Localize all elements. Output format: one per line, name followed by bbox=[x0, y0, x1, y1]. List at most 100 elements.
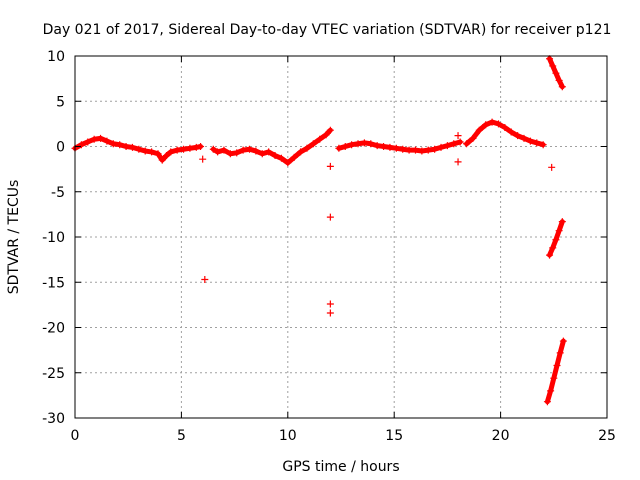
data-point bbox=[456, 138, 464, 146]
data-point bbox=[109, 140, 117, 148]
data-point bbox=[443, 142, 451, 150]
data-point bbox=[277, 154, 285, 162]
data-point bbox=[167, 148, 175, 156]
data-point bbox=[558, 218, 566, 226]
data-point bbox=[549, 62, 557, 70]
data-point bbox=[316, 135, 324, 143]
data-point bbox=[533, 139, 541, 147]
y-tick-label: 0 bbox=[56, 140, 65, 156]
data-point bbox=[163, 152, 171, 160]
data-point bbox=[116, 141, 124, 149]
data-point bbox=[226, 150, 234, 158]
x-tick-label: 5 bbox=[177, 428, 186, 444]
data-point bbox=[380, 143, 388, 150]
data-point bbox=[550, 374, 558, 382]
data-point bbox=[290, 153, 298, 161]
series-band bbox=[544, 338, 566, 405]
data-point bbox=[543, 398, 551, 406]
data-point bbox=[258, 150, 266, 158]
data-point bbox=[284, 159, 292, 167]
x-axis-label: GPS time / hours bbox=[282, 459, 399, 475]
data-point bbox=[514, 132, 522, 140]
data-point bbox=[469, 134, 477, 142]
outlier-point bbox=[548, 163, 556, 171]
data-point bbox=[186, 144, 194, 152]
data-point bbox=[348, 141, 356, 149]
y-tick-label: 10 bbox=[47, 49, 65, 65]
data-point bbox=[97, 134, 105, 142]
data-layer bbox=[71, 55, 567, 406]
data-point bbox=[488, 118, 496, 126]
outlier-point bbox=[454, 132, 462, 140]
y-tick-label: -15 bbox=[42, 275, 65, 291]
outlier-point bbox=[201, 276, 209, 284]
data-point bbox=[135, 145, 143, 153]
data-point bbox=[507, 128, 515, 136]
data-point bbox=[475, 126, 483, 134]
data-point bbox=[520, 134, 528, 142]
data-point bbox=[239, 146, 247, 154]
data-point bbox=[265, 148, 273, 156]
data-point bbox=[405, 146, 413, 154]
chart-title: Day 021 of 2017, Sidereal Day-to-day VTE… bbox=[43, 22, 612, 38]
data-point bbox=[373, 142, 381, 150]
data-point bbox=[555, 227, 563, 235]
x-tick-label: 0 bbox=[71, 428, 80, 444]
data-point bbox=[386, 143, 394, 151]
data-point bbox=[463, 140, 471, 148]
data-point bbox=[501, 123, 509, 131]
grid-layer bbox=[75, 56, 607, 418]
data-point bbox=[209, 145, 217, 153]
data-point bbox=[77, 141, 85, 149]
x-tick-label: 25 bbox=[598, 428, 616, 444]
outlier-point bbox=[326, 162, 334, 170]
data-point bbox=[192, 143, 200, 151]
data-point bbox=[141, 147, 149, 155]
data-point bbox=[553, 362, 561, 370]
data-point bbox=[354, 140, 362, 148]
y-tick-label: -5 bbox=[51, 185, 65, 201]
x-tick-label: 15 bbox=[385, 428, 403, 444]
data-point bbox=[392, 144, 400, 152]
data-point bbox=[158, 156, 166, 164]
x-tick-label: 10 bbox=[279, 428, 297, 444]
data-point bbox=[252, 147, 260, 155]
data-point bbox=[197, 143, 205, 150]
data-point bbox=[220, 146, 228, 154]
data-point bbox=[335, 144, 343, 152]
outlier-point bbox=[199, 155, 207, 163]
data-point bbox=[450, 140, 458, 148]
data-point bbox=[173, 146, 181, 154]
data-point bbox=[539, 141, 547, 149]
data-point bbox=[556, 349, 564, 357]
outlier-point bbox=[454, 158, 462, 166]
data-point bbox=[303, 144, 311, 152]
x-tick-label: 20 bbox=[492, 428, 510, 444]
data-point bbox=[309, 140, 317, 148]
data-point bbox=[424, 146, 432, 154]
data-point bbox=[122, 143, 130, 150]
data-point bbox=[482, 121, 490, 129]
outlier-point bbox=[326, 300, 334, 308]
data-point bbox=[322, 131, 330, 139]
data-point bbox=[245, 145, 253, 153]
data-point bbox=[341, 143, 349, 150]
data-point bbox=[431, 145, 439, 153]
data-point bbox=[326, 126, 334, 134]
data-point bbox=[233, 149, 241, 157]
outlier-point bbox=[326, 213, 334, 221]
data-point bbox=[552, 236, 560, 244]
data-point bbox=[399, 145, 407, 153]
data-point bbox=[148, 148, 156, 156]
data-point bbox=[558, 83, 566, 91]
data-point bbox=[103, 137, 111, 145]
data-point bbox=[418, 147, 426, 155]
data-point bbox=[494, 120, 502, 128]
data-point bbox=[411, 146, 419, 154]
data-point bbox=[549, 244, 557, 252]
y-tick-label: 5 bbox=[56, 94, 65, 110]
y-tick-label: -10 bbox=[42, 230, 65, 246]
data-point bbox=[180, 145, 188, 153]
y-tick-label: -30 bbox=[42, 411, 65, 427]
